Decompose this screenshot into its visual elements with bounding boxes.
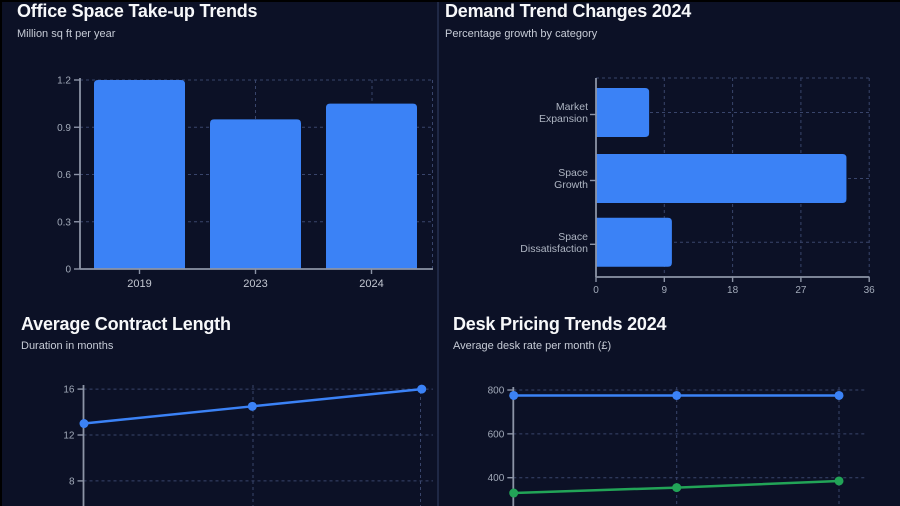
svg-text:Dissatisfaction: Dissatisfaction (520, 243, 588, 255)
panel-divider (437, 0, 439, 506)
svg-text:12: 12 (63, 431, 75, 442)
chart-subtitle: Average desk rate per month (£) (453, 340, 612, 352)
svg-text:0: 0 (65, 265, 71, 276)
panel-demand-trend-changes: 0 9 18 27 36 Market Expansion Space Growth Space D… (438, 0, 900, 300)
chart-title: Demand Trend Changes 2024 (445, 1, 692, 21)
panel-desk-pricing-trends: 400 600 800 Desk Pricing Trends 2024 Avera… (438, 300, 900, 506)
svg-text:16: 16 (63, 385, 75, 396)
window-edge-top (0, 0, 900, 2)
chart-subtitle: Million sq ft per year (17, 28, 116, 40)
contract-length-line-chart: 8 12 16 (63, 384, 433, 506)
svg-text:36: 36 (864, 285, 876, 296)
svg-text:0.3: 0.3 (57, 217, 71, 228)
chart-subtitle: Percentage growth by category (445, 28, 598, 40)
panel-average-contract-length: 8 12 16 Average Contract Length Duration i… (0, 300, 437, 506)
chart-title: Desk Pricing Trends 2024 (453, 314, 667, 334)
svg-text:0.9: 0.9 (57, 123, 71, 134)
svg-text:800: 800 (488, 386, 505, 397)
chart-subtitle: Duration in months (21, 340, 114, 352)
svg-text:8: 8 (69, 476, 75, 487)
svg-text:Growth: Growth (554, 179, 588, 191)
svg-text:Market: Market (556, 101, 588, 113)
office-space-takeup-bar-chart: 0 0.3 0.6 0.9 1.2 2019 2023 2024 (57, 76, 433, 290)
svg-text:Space: Space (558, 231, 588, 243)
svg-text:Expansion: Expansion (539, 113, 588, 125)
svg-text:Space: Space (558, 167, 588, 179)
panel-office-space-takeup: 0 0.3 0.6 0.9 1.2 2019 2023 2024 Office Space T… (0, 0, 437, 300)
svg-text:9: 9 (662, 285, 668, 296)
svg-text:27: 27 (795, 285, 807, 296)
svg-text:2023: 2023 (243, 278, 267, 290)
svg-text:400: 400 (488, 473, 505, 484)
demand-trend-horizontal-bar-chart: 0 9 18 27 36MarketExpansionSpaceGrowthSpaceD… (520, 77, 876, 296)
svg-text:2024: 2024 (359, 278, 383, 290)
svg-text:600: 600 (488, 429, 505, 440)
chart-title: Average Contract Length (21, 314, 231, 334)
svg-text:2019: 2019 (127, 278, 151, 290)
desk-pricing-line-chart: 400 600 800 (488, 386, 866, 506)
chart-title: Office Space Take-up Trends (17, 1, 258, 21)
svg-text:0: 0 (593, 285, 599, 296)
svg-text:1.2: 1.2 (57, 76, 71, 87)
window-edge-left (0, 0, 2, 506)
svg-text:0.6: 0.6 (57, 170, 71, 181)
svg-text:18: 18 (727, 285, 739, 296)
